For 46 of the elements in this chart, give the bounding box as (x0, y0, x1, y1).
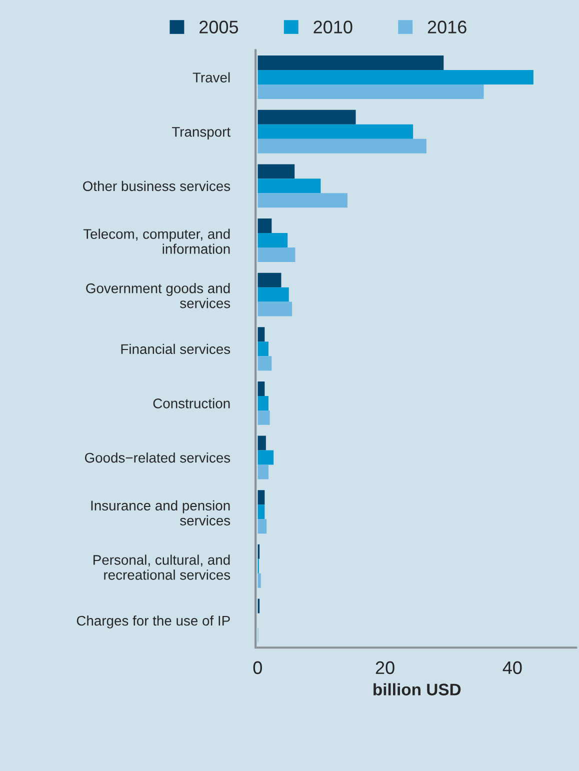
bar (258, 124, 414, 139)
y-tick-label: Charges for the use of IP (76, 615, 230, 628)
bar (258, 396, 268, 410)
y-tick-label: Financial services (121, 344, 230, 354)
bar (258, 178, 321, 194)
bar (258, 519, 267, 534)
legend-label: 2016 (428, 20, 466, 34)
y-tick-label: Other business services (83, 180, 230, 192)
bar (258, 232, 288, 248)
bar (258, 164, 295, 179)
x-tick-label: 0 (253, 661, 262, 674)
y-tick-label: Personal, cultural, and recreational services (94, 554, 230, 580)
bar (258, 287, 289, 302)
y-tick-label: Government goods and services (86, 283, 230, 308)
bar (258, 450, 274, 465)
bar (258, 110, 356, 124)
bar (258, 138, 426, 154)
bar (258, 410, 270, 425)
y-tick-label: Goods−related services (84, 452, 230, 463)
bar (258, 84, 484, 100)
bar (258, 70, 534, 85)
bar (258, 573, 261, 588)
x-tick-label: 40 (502, 661, 522, 674)
bar (258, 381, 265, 396)
bar (258, 272, 282, 288)
y-tick-label: Insurance and pension services (91, 500, 230, 526)
legend-label: 2010 (314, 20, 352, 34)
x-tick-label: 20 (376, 661, 394, 674)
x-axis-title: billion USD (374, 683, 461, 696)
bar (258, 56, 444, 70)
bar (258, 490, 265, 505)
bar (258, 247, 296, 262)
bar (258, 342, 268, 356)
legend-label: 2005 (200, 20, 238, 34)
bar (258, 327, 265, 342)
y-tick-label: Telecom, computer, and information (83, 228, 230, 254)
y-tick-label: Travel (192, 72, 230, 82)
y-tick-label: Construction (153, 398, 230, 408)
bar (258, 218, 272, 233)
bar (258, 302, 292, 316)
y-tick-label: Transport (172, 127, 230, 140)
bar (258, 464, 268, 480)
bar (258, 193, 348, 208)
bar (258, 504, 265, 520)
bar (258, 356, 272, 371)
bar (258, 436, 266, 450)
